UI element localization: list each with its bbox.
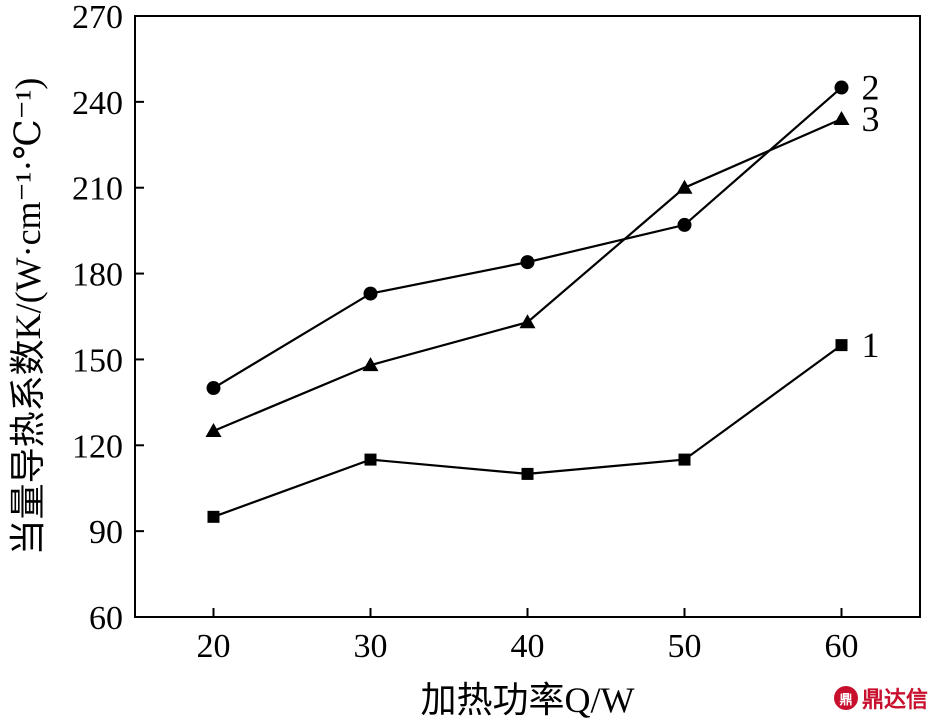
watermark-text: 鼎达信 (861, 688, 928, 713)
x-axis-title: 加热功率Q/W (421, 680, 635, 720)
tick-labels: 20 30 40 50 60 60 90 120 150 180 210 240 270 (72, 0, 859, 665)
series-3-point (676, 179, 693, 194)
series-1-point (678, 453, 691, 466)
series-markers (205, 80, 850, 523)
x-tick-label: 30 (354, 628, 388, 665)
series-1-point (835, 339, 848, 352)
series-1-point (207, 510, 220, 523)
series-lines (212, 86, 843, 518)
series-2-point (206, 381, 221, 396)
series-2-point (363, 286, 378, 301)
series-3-point (362, 357, 379, 372)
series-1-line (213, 344, 843, 518)
series-labels: 1 23 (862, 68, 880, 366)
watermark-logo-icon: 鼎 (833, 686, 858, 710)
series-1-point (521, 467, 534, 480)
series-3-label: 3 (862, 99, 880, 139)
x-tick-label: 50 (668, 628, 702, 665)
series-2-point (520, 255, 535, 270)
y-tick-label: 150 (72, 342, 123, 379)
series-3-line (213, 118, 842, 432)
series-3-point (833, 111, 850, 126)
watermark: 鼎 鼎达信 (833, 682, 928, 714)
y-axis-title: 当量导热系数K/(W·cm⁻¹·℃⁻¹) (8, 78, 48, 556)
series-3-point (205, 422, 222, 437)
series-2-point (834, 80, 849, 95)
series-3-point (519, 314, 536, 329)
series-2-point (677, 217, 692, 232)
axis-ticks (135, 15, 843, 618)
y-tick-label: 210 (72, 171, 123, 208)
y-tick-label: 270 (72, 0, 123, 36)
y-tick-label: 90 (89, 514, 123, 551)
y-tick-label: 60 (89, 600, 123, 637)
x-tick-label: 20 (197, 628, 231, 665)
x-tick-label: 40 (511, 628, 545, 665)
series-2-line (212, 86, 843, 389)
series-1-point (364, 453, 377, 466)
y-tick-label: 120 (72, 428, 123, 465)
series-1-label: 1 (862, 325, 880, 365)
series-2-label: 2 (862, 68, 880, 108)
y-tick-label: 240 (72, 85, 123, 122)
y-tick-label: 180 (72, 257, 123, 294)
x-tick-label: 60 (825, 628, 859, 665)
